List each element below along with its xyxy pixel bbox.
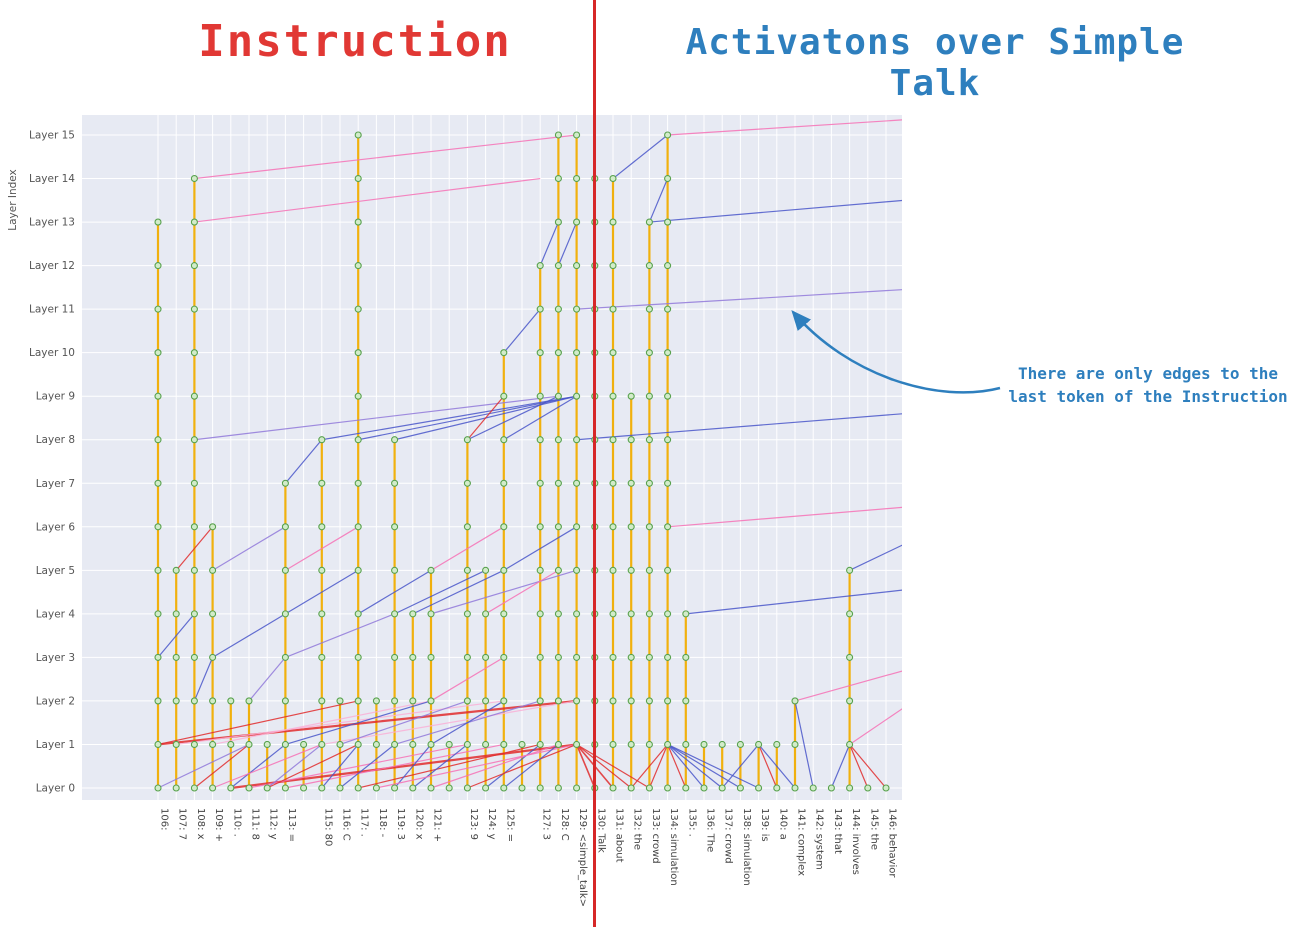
svg-text:140: a: 140: a (777, 808, 788, 840)
svg-text:127: 3: 127: 3 (541, 808, 552, 840)
svg-text:145: the: 145: the (868, 808, 879, 850)
svg-text:138: simulation: 138: simulation (741, 808, 752, 886)
svg-text:Layer 9: Layer 9 (36, 391, 75, 403)
svg-text:137: crowd: 137: crowd (723, 808, 734, 864)
attribution-edges (157, 119, 902, 790)
svg-text:133: crowd: 133: crowd (650, 808, 661, 864)
svg-text:Layer 0: Layer 0 (36, 783, 75, 795)
svg-text:108: x: 108: x (195, 808, 206, 840)
x-tick-labels: 106: 107: 7 108: x 109: + 110: . 111: 8 112: y… (159, 808, 898, 907)
svg-text:Layer 12: Layer 12 (29, 260, 75, 272)
svg-text:136: The: 136: The (705, 808, 716, 852)
svg-text:142: system: 142: system (814, 808, 825, 870)
svg-text:123: 9: 123: 9 (468, 808, 479, 840)
svg-text:111: 8: 111: 8 (250, 808, 261, 840)
svg-text:107: 7: 107: 7 (177, 808, 188, 840)
y-tick-labels: Layer 0 Layer 1 Layer 2 Layer 3 Layer 4 Layer… (29, 130, 75, 795)
svg-text:120: x: 120: x (413, 808, 424, 840)
svg-text:146: behavior: 146: behavior (887, 808, 898, 878)
svg-text:143: that: 143: that (832, 808, 843, 854)
svg-text:119: 3: 119: 3 (395, 808, 406, 840)
svg-text:Layer 8: Layer 8 (36, 434, 75, 446)
svg-text:Layer 7: Layer 7 (36, 478, 75, 490)
svg-text:Layer 10: Layer 10 (29, 347, 75, 359)
annotation-line-2: last token of the Instruction (1008, 387, 1288, 407)
svg-text:Layer 2: Layer 2 (36, 695, 75, 707)
svg-text:131: about: 131: about (614, 808, 625, 863)
svg-text:Layer 13: Layer 13 (29, 217, 75, 229)
y-axis-title: Layer Index (7, 169, 19, 231)
title-instruction: Instruction (198, 16, 512, 67)
svg-text:129: <simple_talk>: 129: <simple_talk> (577, 808, 588, 907)
svg-text:112: y: 112: y (268, 808, 279, 840)
svg-text:135: .: 135: . (686, 808, 697, 837)
svg-text:118: -: 118: - (377, 808, 388, 838)
plot-background (82, 115, 902, 800)
svg-text:Layer 14: Layer 14 (29, 173, 75, 185)
svg-text:Layer 15: Layer 15 (29, 130, 75, 142)
svg-text:132: the: 132: the (632, 808, 643, 850)
svg-text:125: =: 125: = (504, 808, 515, 842)
svg-text:115: 80: 115: 80 (322, 808, 333, 846)
svg-text:Layer 11: Layer 11 (29, 304, 75, 316)
svg-text:116: C: 116: C (341, 808, 352, 841)
svg-text:Layer 6: Layer 6 (36, 521, 76, 533)
annotation-line-1: There are only edges to the (1017, 364, 1279, 383)
svg-text:124: y: 124: y (486, 808, 497, 840)
svg-text:139: is: 139: is (759, 808, 770, 842)
svg-text:Layer 5: Layer 5 (36, 565, 75, 577)
svg-text:121: +: 121: + (432, 808, 443, 842)
svg-text:106:: 106: (159, 808, 170, 830)
svg-text:130: Talk: 130: Talk (595, 808, 606, 853)
svg-text:Layer 1: Layer 1 (36, 739, 75, 751)
svg-text:141: complex: 141: complex (796, 808, 807, 876)
svg-text:134: simulation: 134: simulation (668, 808, 679, 886)
svg-text:109: +: 109: + (213, 808, 224, 842)
svg-text:128: C: 128: C (559, 808, 570, 841)
annotation-note: There are only edges to the last token o… (998, 362, 1298, 408)
activation-nodes (154, 131, 890, 792)
svg-text:Layer 3: Layer 3 (36, 652, 75, 664)
svg-text:110: .: 110: . (231, 808, 242, 837)
svg-text:Layer 4: Layer 4 (36, 608, 76, 620)
svg-text:113: =: 113: = (286, 808, 297, 842)
title-activations: Activatons over Simple Talk (685, 22, 1185, 104)
svg-text:117: .: 117: . (359, 808, 370, 837)
instruction-divider-line (593, 0, 596, 927)
svg-text:144: involves: 144: involves (850, 808, 861, 875)
